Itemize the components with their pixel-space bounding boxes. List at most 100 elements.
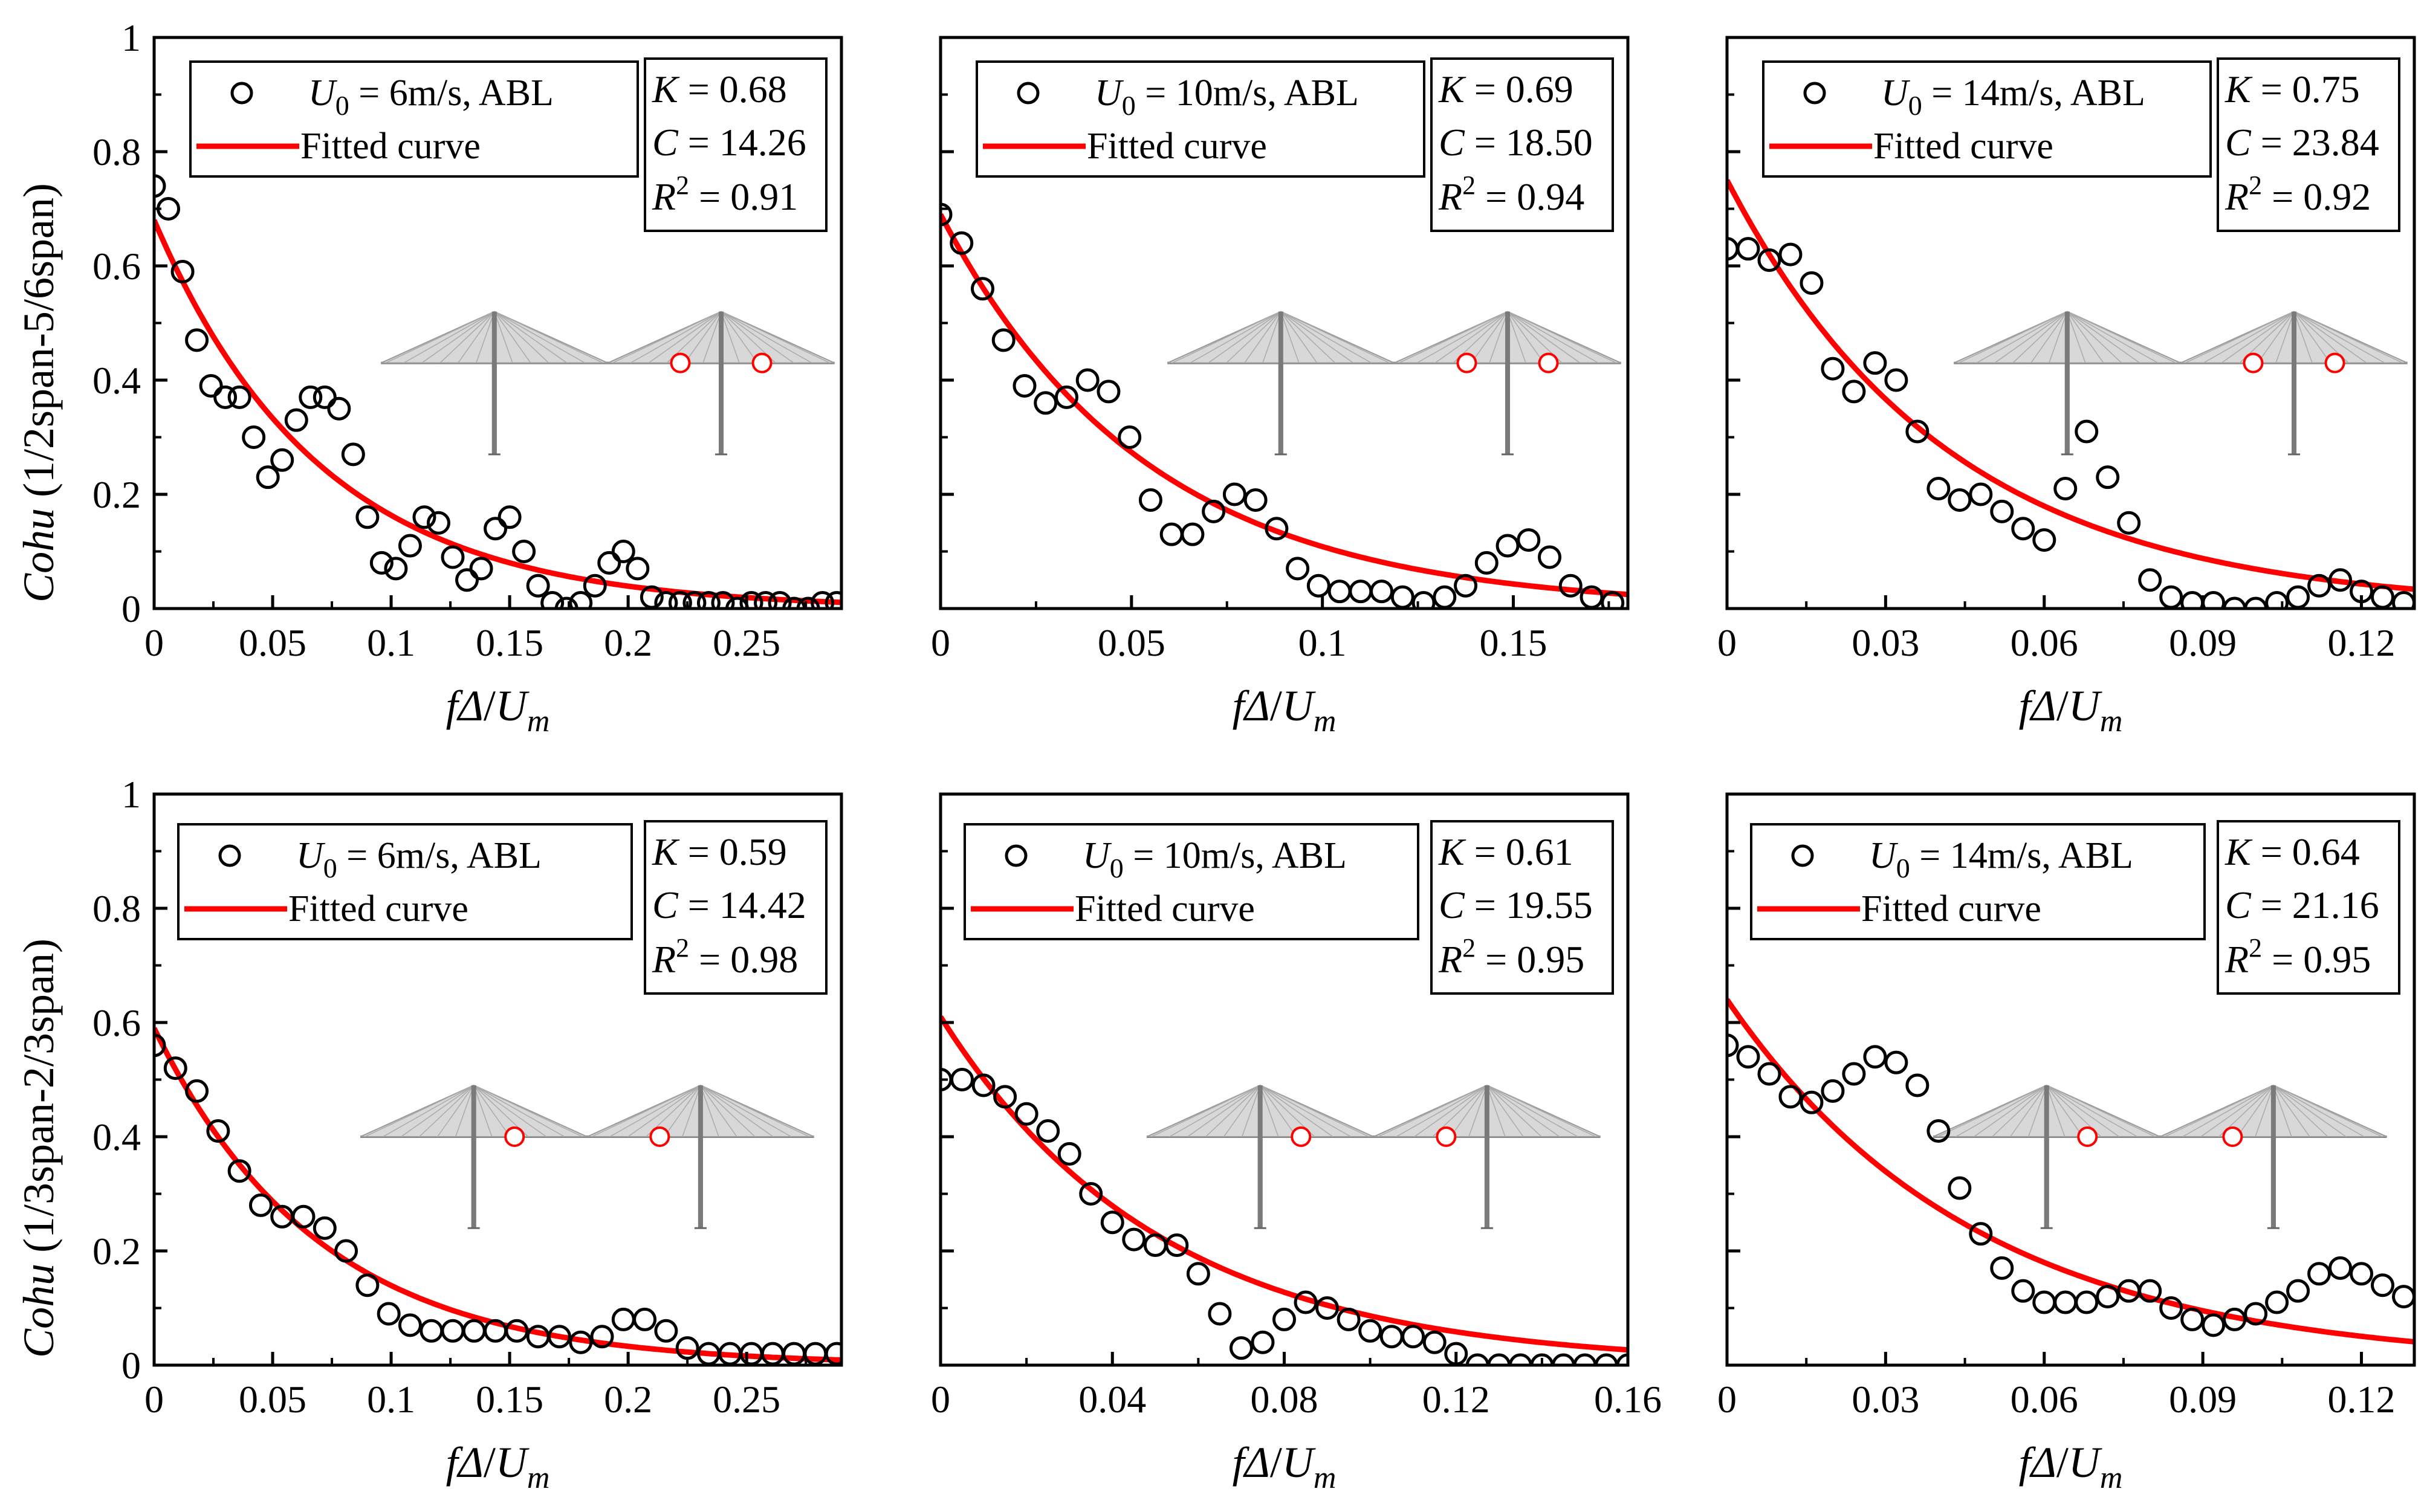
bridge-cable: [2273, 1085, 2310, 1137]
x-tick-label: 0.09: [2169, 621, 2237, 664]
data-point: [369, 551, 394, 575]
data-point: [227, 385, 251, 409]
bridge-cable: [1226, 311, 1282, 364]
data-point: [355, 505, 380, 529]
x-tick-label: 0.12: [2328, 621, 2396, 664]
bridge-cable: [1937, 1085, 2047, 1137]
legend-box: [964, 823, 1419, 940]
data-point: [1884, 368, 1908, 392]
bridge-cable: [1507, 311, 1581, 364]
bridge-cable: [1468, 1085, 1488, 1137]
data-point: [1948, 1176, 1972, 1200]
data-point: [971, 1073, 996, 1097]
x-tick-label: 0: [1717, 621, 1737, 664]
stats-frame: [644, 820, 828, 995]
y-tick-label: 1: [122, 16, 141, 59]
data-point: [2371, 1273, 2395, 1297]
data-point: [398, 534, 422, 558]
bridge-cable: [1398, 311, 1508, 364]
x-tick-label: 0.06: [2011, 1378, 2078, 1421]
data-point: [768, 591, 792, 609]
y-tick-label: 0: [122, 1344, 141, 1387]
sensor-marker-1: [1291, 1126, 1312, 1147]
data-point: [611, 540, 635, 563]
bridge-cable: [494, 311, 513, 363]
data-point: [1186, 1262, 1210, 1286]
data-point: [1034, 391, 1058, 415]
data-point: [1181, 522, 1205, 546]
data-point: [1138, 488, 1162, 512]
data-point: [248, 1193, 273, 1217]
data-point: [1863, 1045, 1887, 1069]
data-point: [626, 557, 650, 581]
stats-box: K = 0.61 C = 19.55 R2 = 0.95: [1430, 820, 1614, 995]
bridge-cable: [1507, 311, 1544, 364]
bridge-cable: [439, 311, 495, 364]
data-point: [2265, 591, 2289, 609]
bridge-cable: [2293, 311, 2385, 364]
bridge-cable: [385, 311, 495, 364]
stat-r2: R2 = 0.92: [2224, 170, 2371, 218]
data-point: [526, 573, 550, 598]
bridge-cable: [591, 1085, 701, 1137]
data-point: [505, 1319, 529, 1343]
data-point: [185, 1079, 209, 1103]
data-point: [213, 385, 238, 409]
data-point: [739, 591, 763, 609]
bridge-cable: [2255, 1085, 2274, 1137]
data-point: [1736, 237, 1760, 261]
data-point: [1401, 1325, 1425, 1349]
bridge-pylon-shaft-2: [2292, 311, 2297, 454]
data-point: [2138, 568, 2162, 592]
legend-case-label: U0 = 14m/s, ABL: [1869, 835, 2133, 884]
panel-top-right: 0 0.03 0.06 0.09 0.12 fΔ/Um U0 = 14m/s, ABL Fit…: [1717, 36, 2416, 738]
x-tick-label: 0.03: [1852, 1378, 1919, 1421]
bridge-cable: [1280, 311, 1318, 364]
bridge-cable: [1151, 1085, 1261, 1137]
bridge-cable: [1205, 1085, 1261, 1137]
bridge-cable: [473, 1085, 493, 1137]
bridge-cable: [2030, 311, 2068, 364]
y-tick-label: 0.4: [92, 359, 141, 402]
bridge-cable: [700, 1085, 719, 1137]
legend: U0 = 10m/s, ABL Fitted curve: [976, 60, 1425, 178]
data-point: [696, 591, 721, 609]
bridge-cable: [684, 311, 722, 364]
data-point: [1208, 1302, 1232, 1326]
bridge-cable: [1507, 311, 1599, 364]
sensor-marker-2: [1436, 1126, 1457, 1147]
bridge-cable: [721, 311, 831, 364]
data-point: [2180, 1307, 2205, 1331]
sensor-marker-2: [2222, 1126, 2243, 1147]
bridge-cable: [2067, 311, 2159, 364]
data-point: [590, 1325, 614, 1349]
data-point: [1454, 573, 1478, 598]
x-axis-title: fΔ/Um: [1233, 682, 1337, 738]
bridge-cable: [1486, 1085, 1506, 1137]
data-point: [633, 1307, 657, 1331]
stat-r2: R2 = 0.94: [1438, 170, 1584, 218]
data-point: [991, 328, 1016, 352]
bridge-cable: [473, 1085, 583, 1137]
data-points: [154, 1033, 841, 1365]
data-point: [1495, 534, 1520, 558]
x-tick-label: 0.03: [1852, 621, 1919, 664]
bridge-cable: [2293, 311, 2367, 364]
bridge-cable: [403, 311, 495, 364]
data-point: [554, 596, 578, 609]
data-point: [1800, 1090, 1824, 1114]
legend-fit-label: Fitted curve: [300, 126, 481, 167]
bridge-cable: [2182, 1085, 2274, 1137]
stats-frame: [1430, 820, 1614, 995]
bridge-cable: [1507, 311, 1617, 364]
bridge-cable: [1262, 311, 1282, 363]
legend-fit-label: Fitted curve: [1075, 888, 1255, 929]
bridge-cable: [2293, 311, 2313, 363]
bridge-cable: [1396, 1085, 1488, 1137]
stats-box: K = 0.69 C = 18.50 R2 = 0.94: [1430, 57, 1614, 232]
data-point: [1315, 1296, 1340, 1320]
sensor-marker-2: [649, 1126, 670, 1147]
stats-box: K = 0.75 C = 23.84 R2 = 0.92: [2217, 57, 2400, 232]
data-point: [1165, 1233, 1189, 1258]
data-point: [1229, 1336, 1253, 1360]
